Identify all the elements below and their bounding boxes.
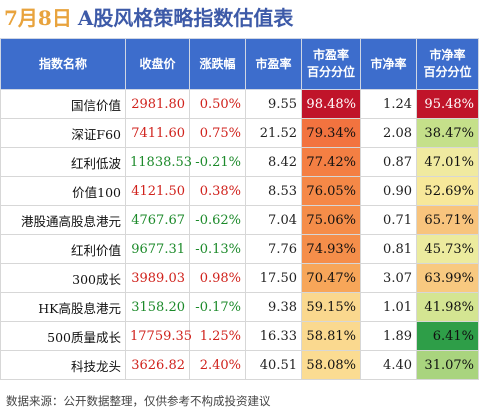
table-row: 价值100 4121.50 0.38% 8.53 76.05% 0.90 52.69% <box>0 176 479 206</box>
valuation-table: 指数名称 收盘价 涨跌幅 市盈率 市盈率 百分分位 市净率 市净率 百分分位 国信价… <box>0 38 479 380</box>
pe-cell: 16.33 <box>245 321 302 351</box>
col-header-pe-percentile: 市盈率 百分分位 <box>301 38 361 90</box>
index-name-cell: 价值100 <box>0 176 126 206</box>
pb-percentile-cell: 38.47% <box>416 118 479 148</box>
page-title: 7月8日 A股风格策略指数估值表 <box>4 4 293 32</box>
pb-cell: 1.24 <box>360 89 417 119</box>
pb-cell: 4.40 <box>360 350 417 380</box>
table-row: HK高股息港元 3158.20 -0.17% 9.38 59.15% 1.01 41.98% <box>0 292 479 322</box>
table-row: 国信价值 2981.80 0.50% 9.55 98.48% 1.24 95.48% <box>0 89 479 119</box>
pb-cell: 1.01 <box>360 292 417 322</box>
pb-percentile-cell: 65.71% <box>416 205 479 235</box>
index-name-cell: 港股通高股息港元 <box>0 205 126 235</box>
pe-cell: 7.04 <box>245 205 302 235</box>
pb-cell: 0.90 <box>360 176 417 206</box>
pe-percentile-cell: 77.42% <box>301 147 361 177</box>
pe-cell: 9.38 <box>245 292 302 322</box>
index-name-cell: 科技龙头 <box>0 350 126 380</box>
title-main: A股风格策略指数估值表 <box>77 6 294 30</box>
title-date: 7月8日 <box>4 6 72 30</box>
pb-cell: 0.81 <box>360 234 417 264</box>
pe-cell: 8.53 <box>245 176 302 206</box>
pe-percentile-cell: 75.06% <box>301 205 361 235</box>
pe-percentile-cell: 59.15% <box>301 292 361 322</box>
index-name-cell: 国信价值 <box>0 89 126 119</box>
change-cell: -0.17% <box>189 292 246 322</box>
pb-percentile-cell: 95.48% <box>416 89 479 119</box>
pe-percentile-cell: 70.47% <box>301 263 361 293</box>
footer-source: 数据来源：公开数据整理，仅供参考不构成投资建议 <box>6 394 271 408</box>
pe-cell: 8.42 <box>245 147 302 177</box>
pb-percentile-cell: 41.98% <box>416 292 479 322</box>
index-name-cell: 500质量成长 <box>0 321 126 351</box>
change-cell: -0.62% <box>189 205 246 235</box>
table-row: 红利低波 11838.53 -0.21% 8.42 77.42% 0.87 47.01% <box>0 147 479 177</box>
index-name-cell: 红利价值 <box>0 234 126 264</box>
pb-percentile-cell: 45.73% <box>416 234 479 264</box>
pb-percentile-cell: 47.01% <box>416 147 479 177</box>
pe-cell: 40.51 <box>245 350 302 380</box>
table-row: 红利价值 9677.31 -0.13% 7.76 74.93% 0.81 45.73% <box>0 234 479 264</box>
pe-percentile-cell: 58.81% <box>301 321 361 351</box>
close-price-cell: 4767.67 <box>125 205 190 235</box>
close-price-cell: 11838.53 <box>125 147 192 177</box>
change-cell: 0.98% <box>189 263 246 293</box>
change-cell: -0.21% <box>189 147 246 177</box>
col-header-pb-percentile: 市净率 百分分位 <box>416 38 479 90</box>
change-cell: -0.13% <box>189 234 246 264</box>
table-row: 港股通高股息港元 4767.67 -0.62% 7.04 75.06% 0.71 65.71… <box>0 205 479 235</box>
pb-cell: 0.71 <box>360 205 417 235</box>
pe-cell: 21.52 <box>245 118 302 148</box>
pb-cell: 1.89 <box>360 321 417 351</box>
change-cell: 0.38% <box>189 176 246 206</box>
change-cell: 0.50% <box>189 89 246 119</box>
index-name-cell: HK高股息港元 <box>0 292 126 322</box>
pe-cell: 9.55 <box>245 89 302 119</box>
pb-percentile-cell: 52.69% <box>416 176 479 206</box>
col-header-pe: 市盈率 <box>245 38 302 90</box>
pb-percentile-cell: 63.99% <box>416 263 479 293</box>
table-row: 深证F60 7411.60 0.75% 21.52 79.34% 2.08 38.47% <box>0 118 479 148</box>
pe-percentile-cell: 76.05% <box>301 176 361 206</box>
pe-cell: 17.50 <box>245 263 302 293</box>
close-price-cell: 4121.50 <box>125 176 190 206</box>
index-name-cell: 300成长 <box>0 263 126 293</box>
close-price-cell: 2981.80 <box>125 89 190 119</box>
pb-percentile-cell: 6.41% <box>416 321 479 351</box>
table-header-row: 指数名称 收盘价 涨跌幅 市盈率 市盈率 百分分位 市净率 市净率 百分分位 <box>0 38 479 90</box>
table-row: 300成长 3989.03 0.98% 17.50 70.47% 3.07 63.99% <box>0 263 479 293</box>
col-header-pb: 市净率 <box>360 38 417 90</box>
pe-percentile-cell: 79.34% <box>301 118 361 148</box>
close-price-cell: 9677.31 <box>125 234 190 264</box>
close-price-cell: 3158.20 <box>125 292 190 322</box>
pe-percentile-cell: 98.48% <box>301 89 361 119</box>
close-price-cell: 3626.82 <box>125 350 190 380</box>
change-cell: 1.25% <box>189 321 246 351</box>
change-cell: 2.40% <box>189 350 246 380</box>
pb-cell: 3.07 <box>360 263 417 293</box>
close-price-cell: 7411.60 <box>125 118 190 148</box>
index-name-cell: 深证F60 <box>0 118 126 148</box>
pb-cell: 2.08 <box>360 118 417 148</box>
pb-percentile-cell: 31.07% <box>416 350 479 380</box>
table-row: 科技龙头 3626.82 2.40% 40.51 58.08% 4.40 31.07% <box>0 350 479 380</box>
pe-percentile-cell: 74.93% <box>301 234 361 264</box>
change-cell: 0.75% <box>189 118 246 148</box>
col-header-change: 涨跌幅 <box>189 38 246 90</box>
pe-cell: 7.76 <box>245 234 302 264</box>
pb-cell: 0.87 <box>360 147 417 177</box>
table-row: 500质量成长 17759.35 1.25% 16.33 58.81% 1.89 6.41% <box>0 321 479 351</box>
col-header-close: 收盘价 <box>125 38 190 90</box>
close-price-cell: 17759.35 <box>125 321 192 351</box>
index-name-cell: 红利低波 <box>0 147 126 177</box>
close-price-cell: 3989.03 <box>125 263 190 293</box>
pe-percentile-cell: 58.08% <box>301 350 361 380</box>
col-header-name: 指数名称 <box>0 38 126 90</box>
